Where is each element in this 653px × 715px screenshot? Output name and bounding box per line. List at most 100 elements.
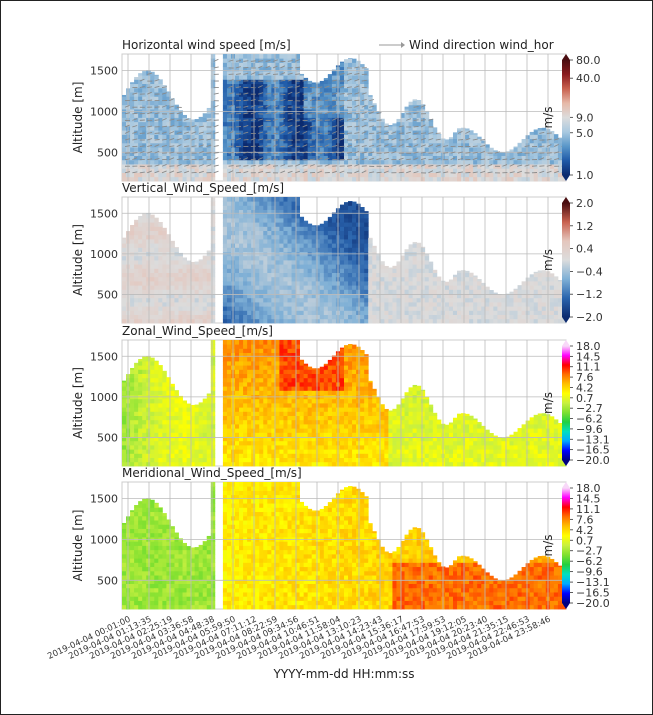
heatmap-cell [420,142,426,148]
heatmap-cell [396,125,401,131]
heatmap-cell [348,289,353,294]
colorbar-tick-label: 9.0 [576,111,594,124]
heatmap-cell [364,243,369,248]
heatmap-cell [356,230,361,236]
heatmap-cell [348,113,353,118]
heatmap-cell [162,164,167,169]
heatmap-cell [150,226,155,231]
heatmap-cell [307,310,313,315]
heatmap-cell [307,247,313,252]
heatmap-cell [356,310,361,315]
heatmap-cell [251,151,256,156]
heatmap-cell [323,79,329,85]
heatmap-cell [291,310,296,315]
heatmap-cell [122,151,127,156]
wind-arrow [147,144,153,148]
heatmap-cell [323,226,329,231]
heatmap-cell [303,318,309,324]
heatmap-cell [283,113,288,118]
heatmap-cell [158,310,163,315]
heatmap-cell [452,314,458,320]
heatmap-cell [477,138,482,144]
heatmap-cell [364,68,369,72]
heatmap-cell [352,164,357,169]
heatmap-cell [271,209,276,215]
wind-arrow [198,131,204,134]
heatmap-cell [529,176,535,182]
heatmap-cell [557,147,563,152]
heatmap-cell [150,142,155,148]
heatmap-cell [267,54,272,59]
heatmap-cell [166,92,171,97]
heatmap-cell [251,247,256,252]
heatmap-cell [247,247,252,252]
heatmap-cell [202,314,208,320]
heatmap-cell [465,289,470,294]
heatmap-cell [327,281,333,286]
heatmap-cell [501,314,506,320]
heatmap-cell [348,293,353,299]
heatmap-cell [243,58,248,63]
heatmap-cell [364,297,369,303]
wind-arrow [428,158,434,161]
heatmap-cell [469,310,474,315]
heatmap-cell [424,130,430,135]
heatmap-cell [319,264,325,269]
heatmap-cell [287,205,292,210]
heatmap-cell [424,302,430,307]
heatmap-cell [210,314,216,320]
heatmap-cell [134,239,139,244]
wind-arrow [324,144,330,148]
heatmap-cell [412,134,418,140]
heatmap-cell [368,239,373,244]
heatmap-cell [283,134,288,140]
heatmap-cell [517,297,522,303]
heatmap-cell [452,306,458,311]
heatmap-cell [287,92,292,97]
heatmap-cell [235,138,240,144]
heatmap-cell [553,276,559,278]
heatmap-cell [142,314,147,320]
heatmap-cell [380,306,385,311]
heatmap-cell [331,87,337,93]
heatmap-cell [202,151,208,156]
heatmap-cell [384,125,389,131]
heatmap-cell [344,209,349,215]
colorbar-gradient [562,60,570,175]
heatmap-cell [166,234,171,236]
heatmap-cell [303,302,309,307]
heatmap-cell [275,247,280,252]
wind-arrow [258,85,263,89]
heatmap-cell [396,276,401,282]
heatmap-cell [319,226,325,231]
heatmap-cell [315,268,321,273]
heatmap-cell [553,134,559,135]
wind-arrow [287,72,293,75]
heatmap-cell [388,172,393,178]
heatmap-cell [170,255,175,261]
heatmap-cell [146,130,151,135]
heatmap-cell [388,281,393,286]
heatmap-cell [364,255,369,261]
heatmap-cell [146,255,151,261]
heatmap-cell [206,314,212,320]
heatmap-cell [283,310,288,315]
wind-arrow [169,145,175,148]
heatmap-cell [368,255,373,261]
heatmap-cell [210,297,216,303]
heatmap-cell [315,159,321,165]
heatmap-cell [315,226,321,231]
heatmap-cell [235,243,240,248]
panel-title: Horizontal wind speed [m/s] [122,38,291,52]
heatmap-cell [283,264,288,269]
heatmap-cell [533,281,539,286]
heatmap-cell [267,260,272,265]
heatmap-cell [243,268,248,273]
heatmap-cell [226,264,232,269]
wind-arrow [213,58,219,62]
heatmap-cell [420,264,426,269]
heatmap-cell [142,213,147,219]
heatmap-cell [154,293,159,299]
heatmap-cell [170,142,175,148]
heatmap-cell [206,272,212,278]
